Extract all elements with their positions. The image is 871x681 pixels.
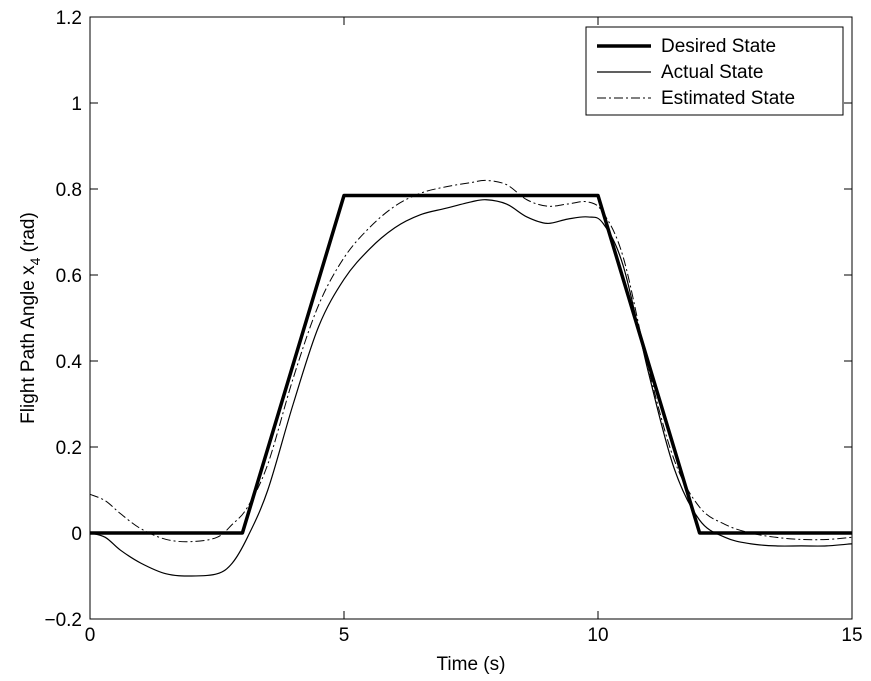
y-axis-label-unit: (rad): [18, 212, 39, 257]
axis-ticks: 0 5 10 15−0.200.20.40.60.811.2: [44, 8, 862, 646]
series-estimated-state: [89, 179, 853, 543]
x-axis-label: Time (s): [437, 654, 506, 675]
legend: Desired State Actual State Estimated Sta…: [585, 26, 844, 116]
series-desired-state: [90, 193, 852, 535]
series-group: [89, 179, 853, 577]
x-tick-label: 10: [587, 625, 608, 646]
y-tick-label: 1: [71, 94, 82, 115]
legend-label-actual: Actual State: [661, 62, 763, 83]
x-tick-label: 5: [339, 625, 350, 646]
y-tick-label: 0.6: [56, 266, 82, 287]
legend-label-desired: Desired State: [661, 36, 776, 57]
y-axis-label-main: Flight Path Angle x: [18, 265, 39, 424]
y-tick-label: 0.2: [56, 438, 82, 459]
y-tick-label: 1.2: [56, 8, 82, 29]
y-axis-label-subscript: 4: [27, 257, 43, 265]
y-tick-label: 0: [71, 524, 82, 545]
y-axis-label: Flight Path Angle x4 (rad): [18, 212, 43, 424]
series-actual-state: [89, 199, 853, 577]
legend-label-estimated: Estimated State: [661, 88, 795, 109]
x-tick-label: 15: [841, 625, 862, 646]
y-tick-label: −0.2: [44, 610, 82, 631]
plot-area: [89, 16, 853, 620]
x-tick-label: 0: [85, 625, 96, 646]
y-tick-label: 0.8: [56, 180, 82, 201]
y-tick-label: 0.4: [56, 352, 83, 373]
legend-box: [585, 26, 844, 116]
